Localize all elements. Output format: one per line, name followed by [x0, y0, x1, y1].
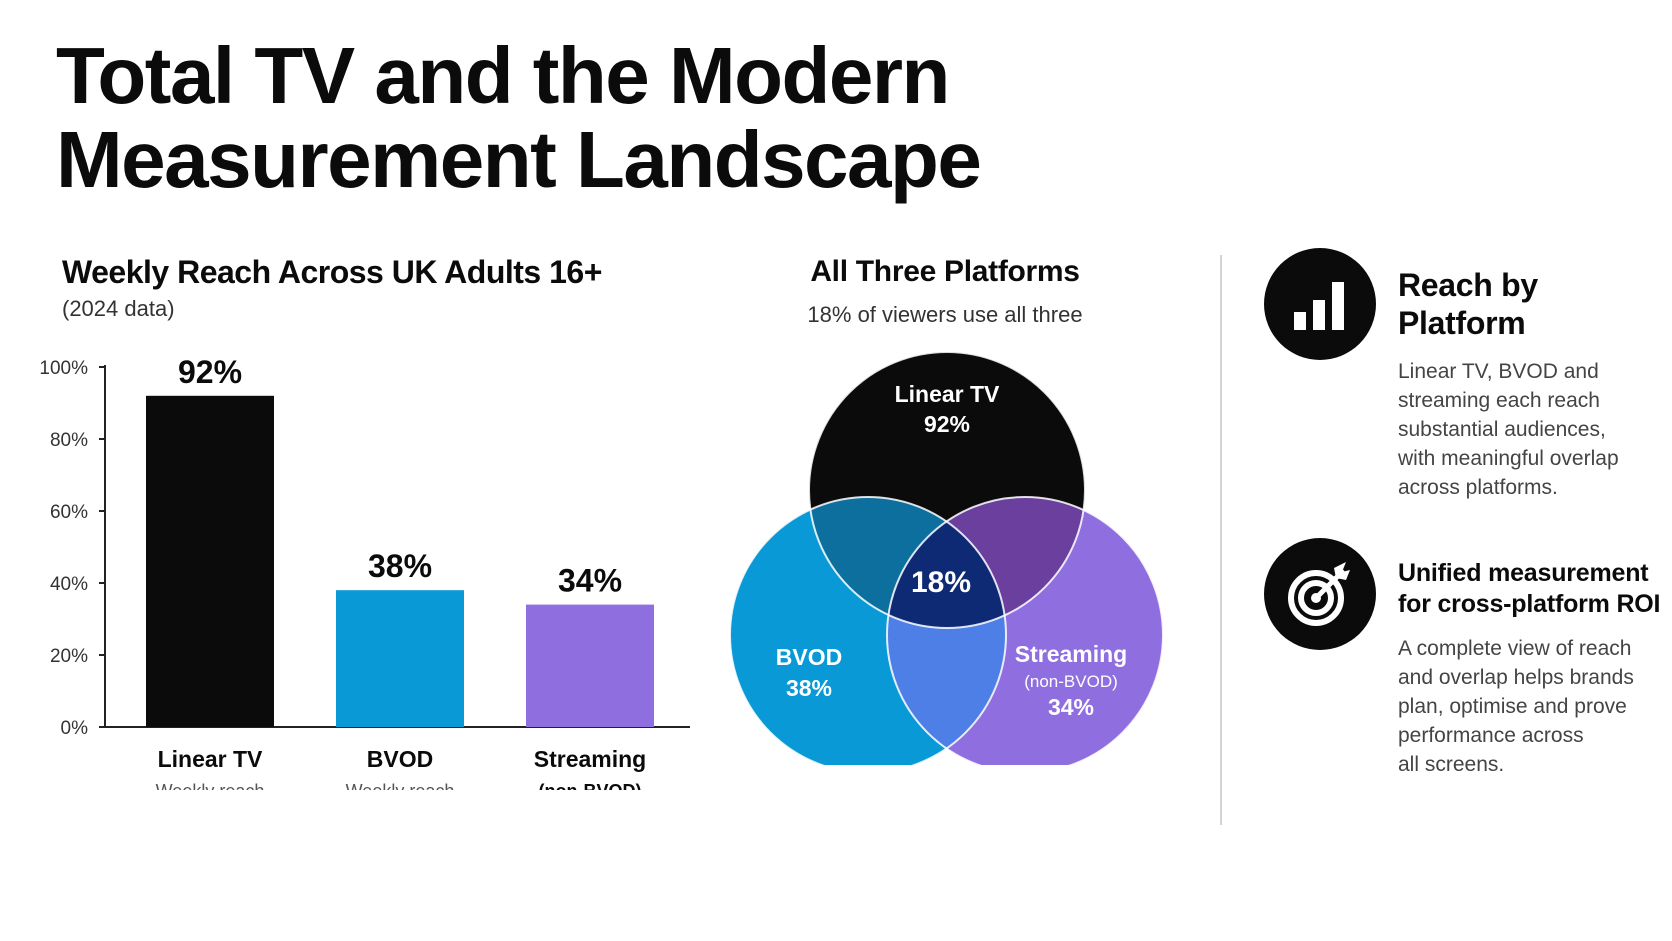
- x-category-sublabel: Weekly reach: [156, 781, 265, 790]
- bar-value-label: 34%: [558, 563, 622, 599]
- venn-circle-outline: [886, 496, 1164, 765]
- venn-circle-outline: [729, 496, 1007, 765]
- x-category-label: Streaming: [534, 746, 646, 772]
- x-category-label: Linear TV: [158, 746, 263, 772]
- y-tick-label: 100%: [39, 358, 88, 379]
- venn-label-streaming: Streaming: [1015, 641, 1127, 667]
- panel-body-line: A complete view of reach: [1398, 637, 1632, 660]
- panel-body-line: across platforms.: [1398, 476, 1558, 499]
- panel-body-line: and overlap helps brands: [1398, 666, 1634, 689]
- venn-note-streaming: (non-BVOD): [1024, 672, 1118, 691]
- panel-heading-reach-line-2: Platform: [1398, 305, 1526, 341]
- panel-body-line: all screens.: [1398, 753, 1505, 776]
- panel-body-line: performance across: [1398, 724, 1584, 747]
- panel-body-line: streaming each reach: [1398, 389, 1600, 412]
- bar-chart-title: Weekly Reach Across UK Adults 16+: [62, 254, 602, 290]
- panel-body-unified: A complete view of reach and overlap hel…: [1398, 634, 1663, 779]
- panel-divider: [1220, 255, 1222, 825]
- venn-title: All Three Platforms: [810, 255, 1080, 288]
- x-category-label: BVOD: [367, 746, 433, 772]
- panel-body-line: with meaningful overlap: [1398, 447, 1619, 470]
- venn-value-streaming: 34%: [1048, 694, 1094, 720]
- venn-intersection-label: 18%: [911, 566, 971, 599]
- venn-label-linear-tv: Linear TV: [895, 381, 1000, 407]
- bar: [146, 395, 274, 727]
- venn-subtitle: 18% of viewers use all three: [807, 302, 1083, 327]
- panel-heading-unified: Unified measurement for cross-platform R…: [1398, 558, 1661, 620]
- y-tick-label: 60%: [50, 502, 88, 523]
- bar-chart: 0% 20% 40% 60% 80% 100% 92% Linear TV Weekly rea…: [39, 354, 690, 790]
- venn-overlap-all-three: [887, 497, 1006, 628]
- venn-value-linear-tv: 92%: [924, 411, 970, 437]
- y-tick-label: 0%: [61, 718, 89, 739]
- venn-diagram: Linear TV 92% BVOD 38% Streaming (non-BVOD) 34…: [729, 351, 1164, 765]
- page-title: Total TV and the Modern Measurement Land…: [56, 34, 1056, 202]
- venn-overlap-region: [887, 497, 1006, 628]
- page-title-line-1: Total TV and the Modern: [56, 31, 950, 120]
- venn-circle-outline: [808, 351, 1086, 629]
- venn-label-bvod: BVOD: [776, 644, 842, 670]
- target-icon: [1264, 538, 1376, 650]
- panel-heading-unified-line-2: for cross-platform ROI: [1398, 590, 1661, 618]
- panel-heading-unified-line-1: Unified measurement: [1398, 559, 1649, 587]
- panel-heading-reach: Reach by Platform: [1398, 266, 1538, 342]
- y-tick-label: 40%: [50, 574, 88, 595]
- bar: [336, 590, 464, 727]
- x-category-note: (non-BVOD): [539, 781, 642, 790]
- panel-heading-reach-line-1: Reach by: [1398, 267, 1538, 303]
- panel-body-reach: Linear TV, BVOD and streaming each reach…: [1398, 357, 1663, 502]
- bar-chart-icon: [1264, 248, 1376, 360]
- y-tick-label: 80%: [50, 430, 88, 451]
- y-tick-label: 20%: [50, 646, 88, 667]
- bar: [526, 604, 654, 727]
- panel-body-line: plan, optimise and prove: [1398, 695, 1627, 718]
- x-category-sublabel: Weekly reach: [346, 781, 455, 790]
- bar-value-label: 92%: [178, 354, 242, 390]
- panel-body-line: substantial audiences,: [1398, 418, 1606, 441]
- bar-chart-subtitle: (2024 data): [62, 296, 175, 321]
- bar-value-label: 38%: [368, 548, 432, 584]
- panel-body-line: Linear TV, BVOD and: [1398, 360, 1599, 383]
- page-title-line-2: Measurement Landscape: [56, 115, 982, 204]
- venn-value-bvod: 38%: [786, 675, 832, 701]
